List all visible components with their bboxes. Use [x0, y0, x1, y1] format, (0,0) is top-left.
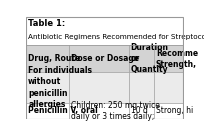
Text: Dose or Dosage: Dose or Dosage: [71, 54, 139, 63]
Bar: [129, 45, 154, 72]
Text: For individuals
without
penicillin
allergies: For individuals without penicillin aller…: [28, 66, 92, 109]
Bar: [26, 103, 69, 119]
Bar: [129, 72, 154, 103]
Text: Drug, Route: Drug, Route: [28, 54, 80, 63]
Bar: [154, 72, 183, 103]
Bar: [154, 103, 183, 119]
Text: 10 d: 10 d: [131, 106, 147, 115]
Bar: [69, 103, 129, 119]
Text: Strong, hi: Strong, hi: [156, 106, 193, 115]
Bar: [69, 72, 129, 103]
Text: Recomme
Strength,: Recomme Strength,: [156, 49, 198, 69]
Text: Duration
or
Quantity: Duration or Quantity: [131, 43, 169, 74]
Bar: [154, 45, 183, 72]
Bar: [129, 103, 154, 119]
Text: Children: 250 mg twice
daily or 3 times daily;: Children: 250 mg twice daily or 3 times …: [71, 101, 160, 121]
Bar: [26, 45, 69, 72]
Text: Penicillin V, oral: Penicillin V, oral: [28, 106, 98, 115]
Text: Table 1:: Table 1:: [28, 19, 65, 28]
Bar: [69, 45, 129, 72]
Bar: [26, 72, 69, 103]
Text: Antibiotic Regimens Recommended for Streptococcal Pharyngitis (ada: Antibiotic Regimens Recommended for Stre…: [28, 34, 204, 40]
